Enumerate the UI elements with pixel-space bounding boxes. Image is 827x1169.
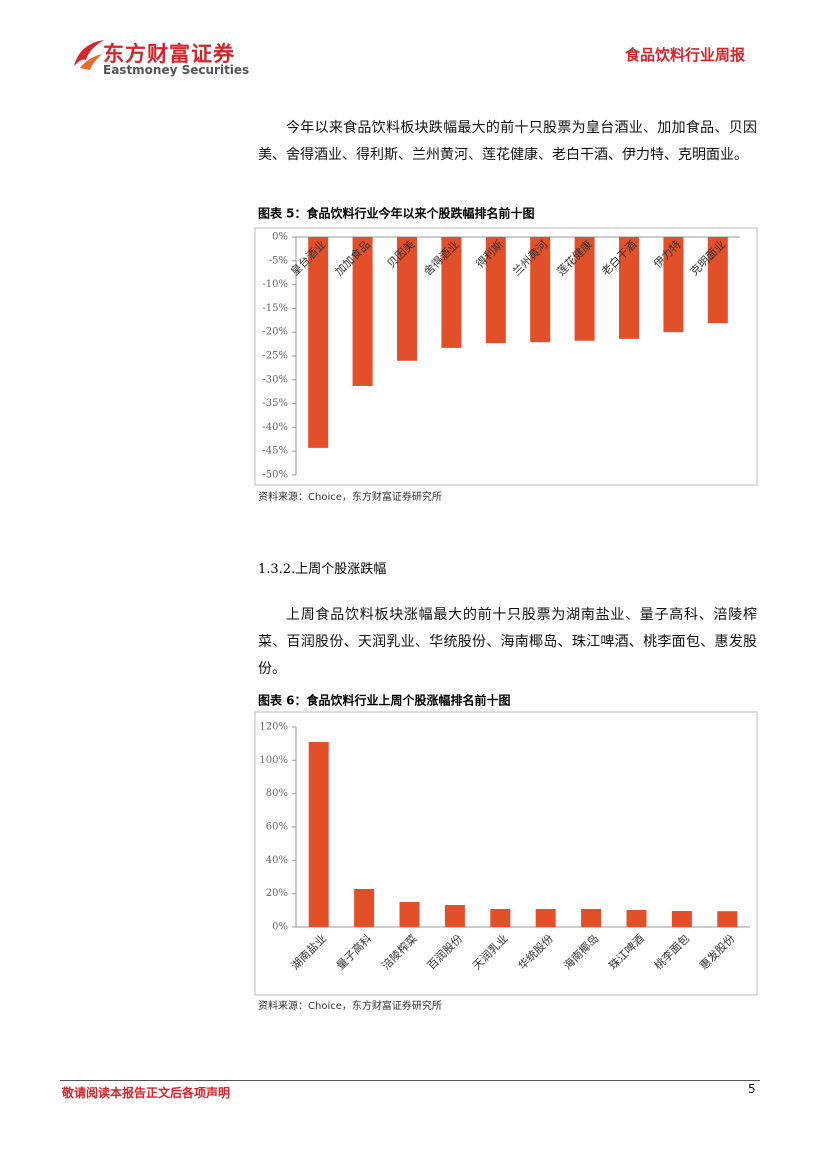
y-tick-label: -10% [262, 279, 288, 290]
brand-cn: 东方财富证券 [103, 42, 235, 66]
chart-frame [254, 711, 758, 996]
x-tick-label: 量子高科 [333, 931, 374, 972]
y-tick-label: -15% [262, 303, 288, 314]
source-note: 资料来源：Choice，东方财富证券研究所 [258, 490, 442, 503]
y-tick-label: 80% [266, 788, 288, 799]
x-tick-label: 海南椰岛 [560, 931, 601, 972]
logo-icon [74, 40, 104, 70]
bar [399, 902, 420, 927]
bar [535, 909, 556, 927]
brand-en: Eastmoney Securities [103, 63, 250, 77]
x-tick-label: 百润股份 [424, 931, 465, 972]
y-tick-label: -20% [262, 327, 288, 338]
bar [308, 237, 329, 448]
bar [671, 911, 692, 927]
bar [441, 237, 462, 348]
bar [574, 237, 595, 341]
bar [530, 237, 551, 343]
y-tick-label: 20% [266, 888, 288, 899]
chart-title: 图表 5：食品饮料行业今年以来个股跌幅排名前十图 [258, 206, 535, 221]
paragraph: 今年以来食品饮料板块跌幅最大的前十只股票为皇台酒业、加加食品、贝因美、舍得酒业、… [258, 120, 757, 163]
y-tick-label: 0% [272, 232, 288, 243]
x-tick-label: 涪陵榨菜 [379, 931, 420, 972]
bar [663, 237, 684, 333]
x-tick-label: 珠江啤酒 [606, 931, 647, 972]
y-tick-label: -45% [262, 446, 288, 457]
y-tick-label: 0% [272, 922, 288, 933]
bar [354, 889, 375, 927]
report-name: 食品饮料行业周报 [624, 46, 745, 64]
source-note: 资料来源：Choice，东方财富证券研究所 [258, 999, 442, 1012]
y-tick-label: 120% [259, 722, 288, 733]
chart-title: 图表 6：食品饮料行业上周个股涨幅排名前十图 [258, 693, 511, 708]
x-tick-label: 华统股份 [515, 931, 556, 972]
y-tick-label: -30% [262, 374, 288, 385]
y-tick-label: 60% [266, 822, 288, 833]
x-tick-label: 湖南盐业 [289, 932, 329, 972]
bar [308, 742, 329, 927]
y-tick-label: -40% [262, 422, 288, 433]
section-heading: 1.3.2.上周个股涨跌幅 [258, 562, 387, 577]
y-tick-label: 100% [259, 755, 288, 766]
bar [619, 237, 639, 339]
chart-frame [254, 227, 758, 486]
bar [717, 911, 738, 927]
x-tick-label: 惠发股份 [697, 931, 738, 972]
y-tick-label: -25% [262, 351, 288, 362]
x-tick-label: 桃李面包 [651, 931, 692, 972]
paragraph: 上周食品饮料板块涨幅最大的前十只股票为湖南盐业、量子高科、涪陵榨菜、百润股份、天… [258, 607, 757, 677]
disclaimer: 敬请阅读本报告正文后各项声明 [62, 1086, 231, 1100]
bar [444, 905, 465, 927]
y-tick-label: -5% [269, 255, 288, 266]
bar [581, 909, 602, 927]
page-number: 5 [748, 1082, 756, 1096]
bar [626, 910, 647, 927]
bar [485, 237, 506, 344]
bar [490, 909, 511, 927]
bar [397, 237, 417, 361]
y-tick-label: 40% [266, 855, 288, 866]
y-tick-label: -35% [262, 398, 288, 409]
bar [707, 237, 728, 324]
bar [352, 237, 373, 386]
y-tick-label: -50% [262, 470, 288, 481]
footer-rule [60, 1080, 760, 1081]
x-tick-label: 天润乳业 [470, 931, 511, 972]
